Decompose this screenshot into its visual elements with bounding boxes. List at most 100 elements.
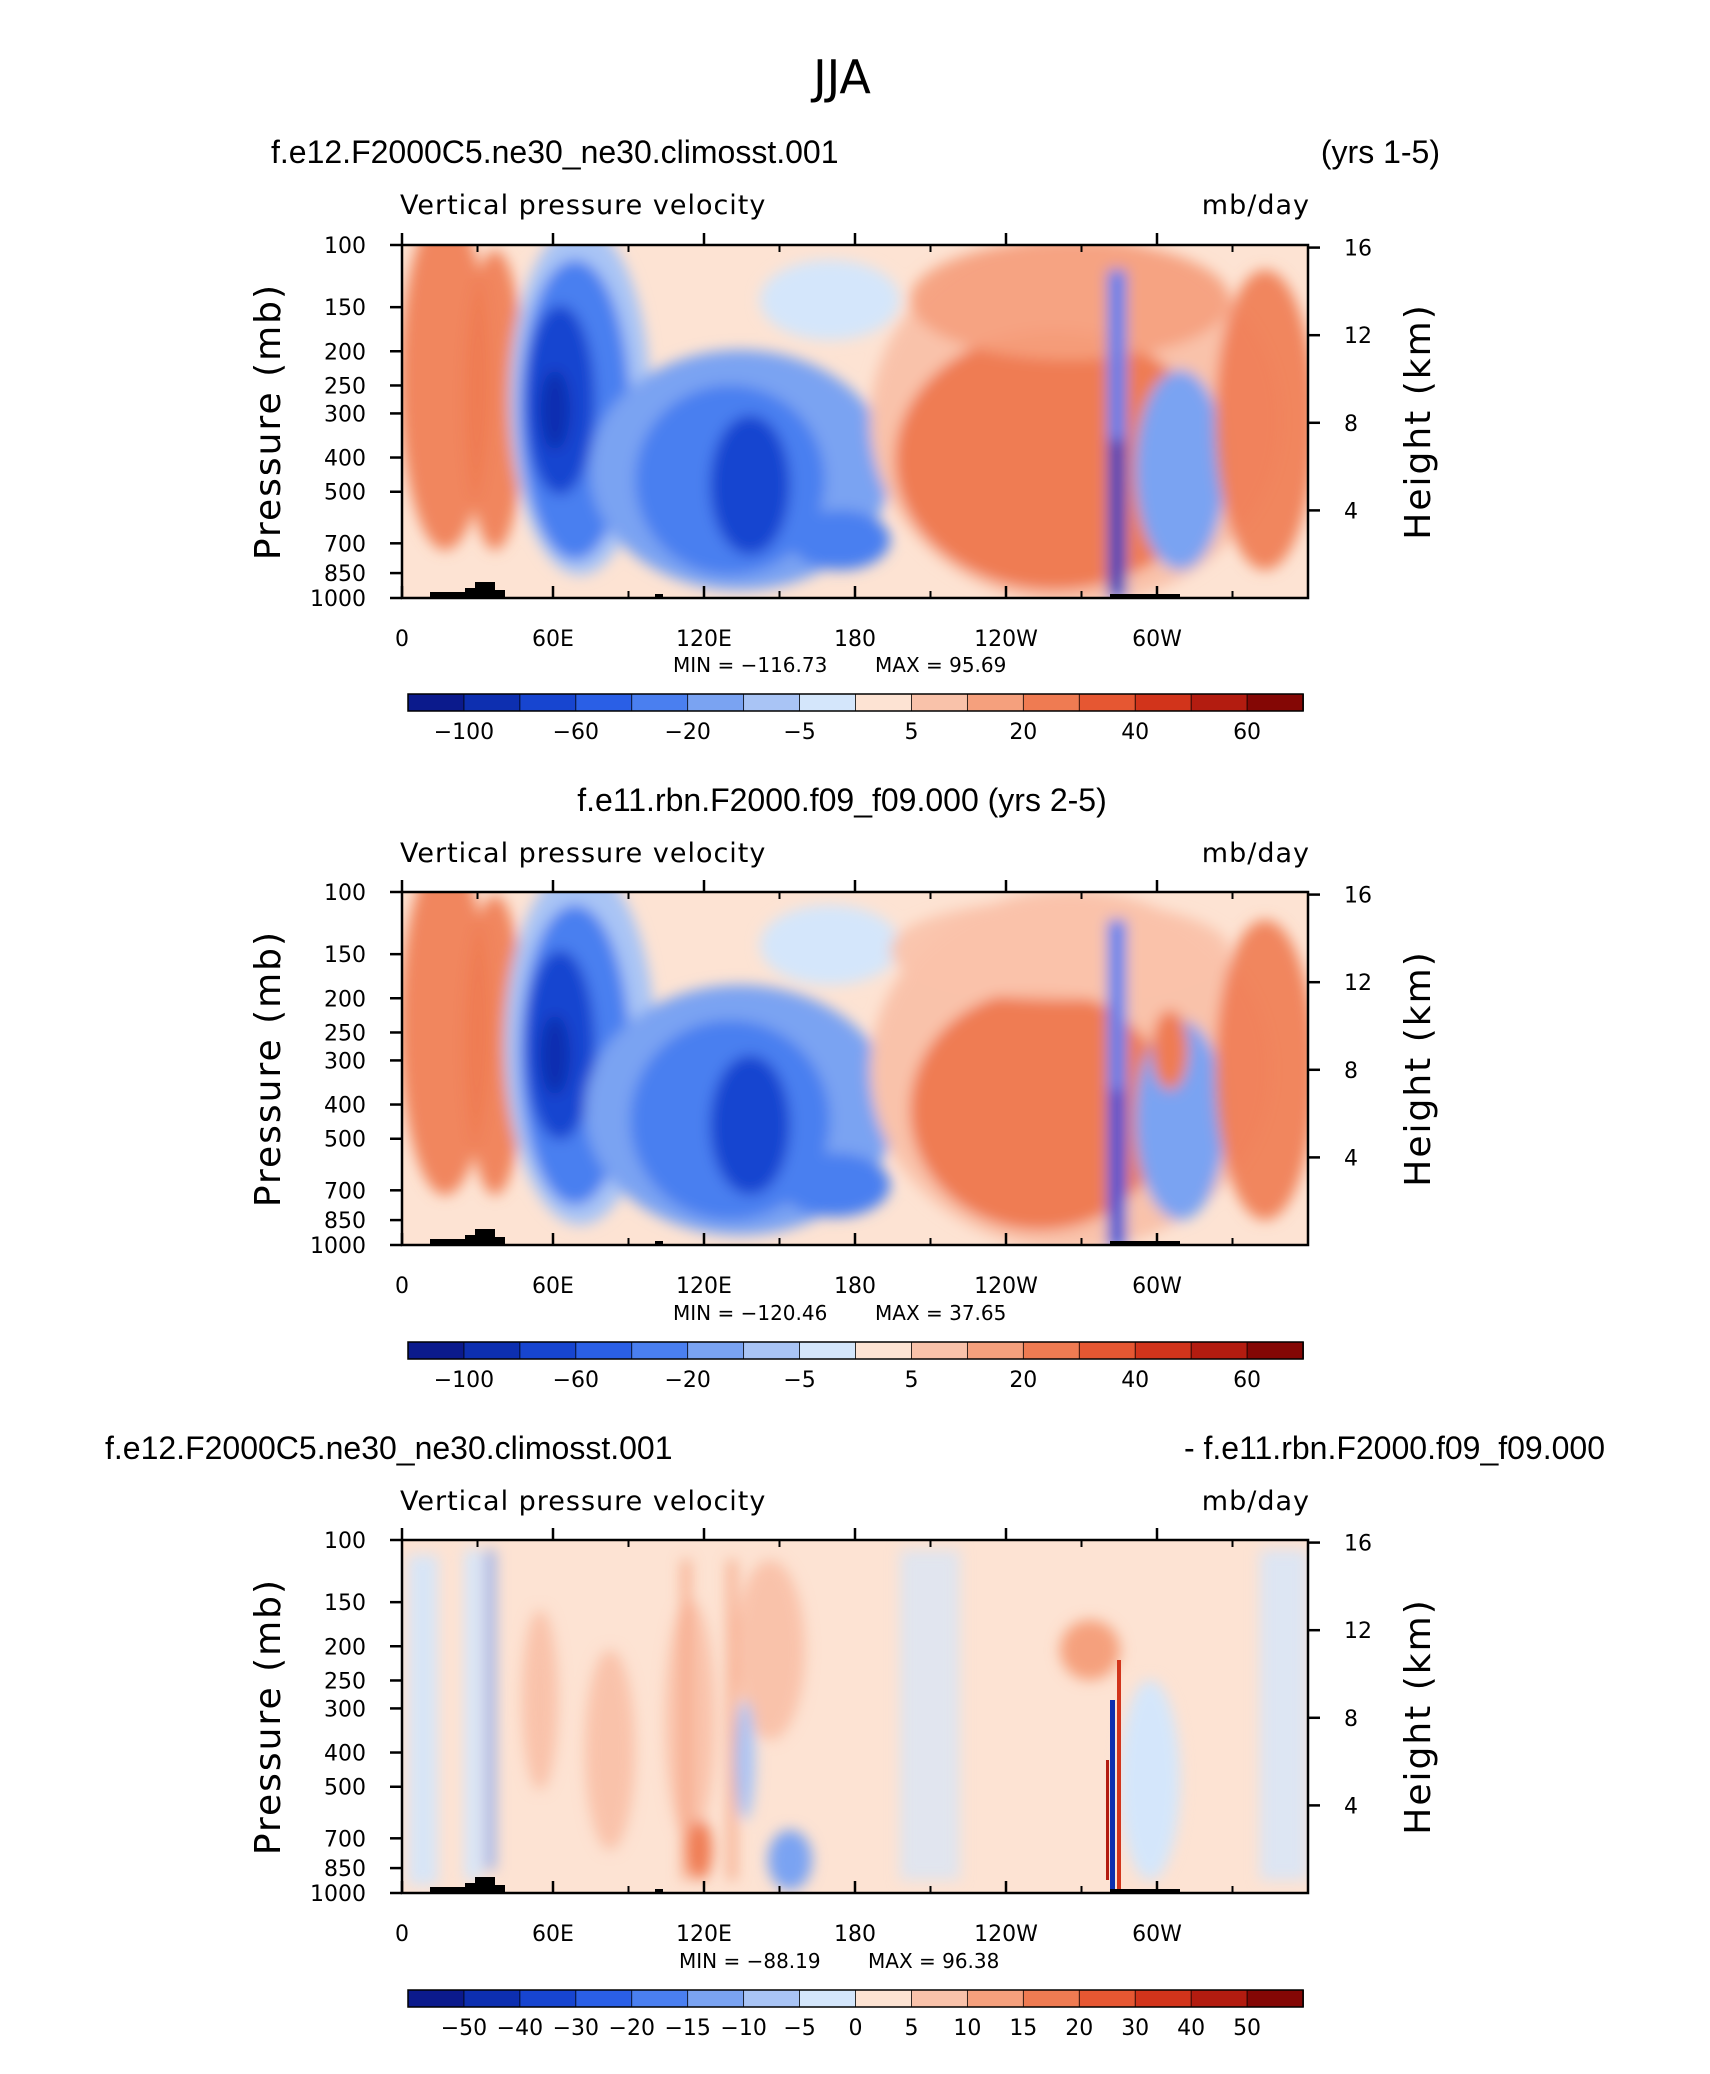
panel-2-colorbar-swatch xyxy=(687,1341,745,1360)
panel-1-y-tick-label: 200 xyxy=(324,340,366,365)
panel-3-y-tick-label: 700 xyxy=(324,1827,366,1852)
panel-1-units-label: mb/day xyxy=(1202,190,1310,221)
panel-1-colorbar-swatch xyxy=(463,693,521,712)
panel-1-colorbar-swatch xyxy=(911,693,969,712)
panel-1-y-tick-label: 150 xyxy=(324,296,366,321)
panel-2-colorbar-label: 40 xyxy=(1121,1368,1149,1393)
panel-3-colorbar-swatch xyxy=(1134,1989,1193,2008)
panel-2-colorbar-swatch xyxy=(1078,1341,1137,1360)
panel-3-colorbar-swatch xyxy=(687,1989,745,2008)
panel-3-y-tick-label: 1000 xyxy=(310,1882,366,1907)
panel-1-colorbar-swatch xyxy=(687,693,745,712)
panel-1-x-tick-label: 180 xyxy=(834,627,876,652)
panel-2-x-tick-label: 60W xyxy=(1132,1274,1182,1299)
panel-3-topography xyxy=(430,1877,1180,1893)
panel-3-x-tick-label: 60E xyxy=(532,1922,574,1947)
panel-1-contour-field xyxy=(402,245,1308,598)
panel-2-colorbar-label: 60 xyxy=(1233,1368,1261,1393)
panel-1-colorbar-swatch xyxy=(631,693,689,712)
panel-3-colorbar-label: −20 xyxy=(609,2016,655,2041)
panel-2-y-tick-label: 700 xyxy=(324,1179,366,1204)
panel-1-min-label: MIN = −116.73 xyxy=(673,653,827,677)
panel-1-right-axis-title: Height (km) xyxy=(1398,303,1439,539)
panel-1-colorbar-label: 40 xyxy=(1121,720,1149,745)
panel-1-y-tick-label: 400 xyxy=(324,447,366,472)
panel-2-contour-field xyxy=(402,892,1308,1245)
panel-3-x-tick-label: 120E xyxy=(676,1922,732,1947)
panel-1-colorbar-swatch xyxy=(966,693,1025,712)
panel-1-colorbar-label: −100 xyxy=(434,720,494,745)
panel-2-colorbar: −100 −60 −20 −5 5 20 40 60 xyxy=(407,1341,1304,1393)
panel-2-colorbar-swatch xyxy=(743,1341,801,1360)
panel-1-colorbar-label: 20 xyxy=(1009,720,1037,745)
panel-3-right-tick-label: 12 xyxy=(1344,1619,1372,1644)
panel-1-x-tick-label: 0 xyxy=(395,627,409,652)
panel-1-colorbar-frame xyxy=(407,693,1304,712)
panel-1-y-tick-label: 1000 xyxy=(310,587,366,612)
panel-1-colorbar-label: 5 xyxy=(904,720,918,745)
panel-3-max-label: MAX = 96.38 xyxy=(868,1949,999,1973)
panel-3-colorbar-label: 5 xyxy=(904,2016,918,2041)
panel-3-colorbar-label: −15 xyxy=(664,2016,710,2041)
panel-1-right-tick-label: 4 xyxy=(1344,499,1358,524)
panel-3-y-tick-label: 250 xyxy=(324,1669,366,1694)
panel-3-y-tick-label: 150 xyxy=(324,1591,366,1616)
panel-2-colorbar-swatches xyxy=(407,1341,1304,1360)
panel-3-colorbar-label: 50 xyxy=(1233,2016,1261,2041)
panel-3-right-tick-label: 8 xyxy=(1344,1707,1358,1732)
panel-3-colorbar-swatch xyxy=(1078,1989,1137,2008)
panel-1-colorbar-swatch xyxy=(1190,693,1248,712)
panel-2-colorbar-swatch xyxy=(407,1341,465,1360)
panel-3-y-tick-label: 850 xyxy=(324,1857,366,1882)
panel-2-colorbar-swatch xyxy=(855,1341,913,1360)
panel-1-y-tick-label: 250 xyxy=(324,374,366,399)
panel-1-colorbar-swatch xyxy=(799,693,857,712)
panel-3-y-tick-label: 400 xyxy=(324,1742,366,1767)
panel-2-y-tick-label: 500 xyxy=(324,1128,366,1153)
panel-3-colorbar-swatch xyxy=(911,1989,969,2008)
panel-3-x-tick-label: 180 xyxy=(834,1922,876,1947)
panel-2-colorbar-label: 5 xyxy=(904,1368,918,1393)
panel-1-colorbar-swatch xyxy=(1134,693,1193,712)
panel-1-max-label: MAX = 95.69 xyxy=(875,653,1006,677)
panel-3-variable-label: Vertical pressure velocity xyxy=(400,1486,766,1517)
panel-2-right-tick-label: 8 xyxy=(1344,1059,1358,1084)
panel-1: f.e12.F2000C5.ne30_ne30.climosst.001 (yr… xyxy=(271,134,1440,745)
panel-2-colorbar-swatch xyxy=(911,1341,969,1360)
panel-2-colorbar-swatch xyxy=(966,1341,1025,1360)
panel-3-colorbar-swatch xyxy=(1246,1989,1304,2008)
panel-2-variable-label: Vertical pressure velocity xyxy=(400,838,766,869)
panel-2-x-tick-label: 180 xyxy=(834,1274,876,1299)
panel-3-colorbar-label: 20 xyxy=(1065,2016,1093,2041)
panel-3-x-tick-label: 0 xyxy=(395,1922,409,1947)
panel-1-colorbar-label: −60 xyxy=(553,720,599,745)
panel-1-right-title: (yrs 1-5) xyxy=(1321,134,1440,170)
panel-3-colorbar-label: −40 xyxy=(497,2016,543,2041)
panel-2-colorbar-swatch xyxy=(463,1341,521,1360)
panel-1-x-tick-label: 120W xyxy=(974,627,1038,652)
panel-3-colorbar-label: −50 xyxy=(441,2016,487,2041)
axes-layer: 0 60E 120E 180 120W 60W1001502002503004005007… xyxy=(248,233,1439,1947)
panel-1-colorbar-label: −20 xyxy=(664,720,710,745)
panel-3-y-tick-label: 100 xyxy=(324,1529,366,1554)
panel-3-colorbar-swatch xyxy=(1022,1989,1081,2008)
panel-3-colorbar-swatch xyxy=(519,1989,577,2008)
panel-2-x-tick-label: 0 xyxy=(395,1274,409,1299)
panel-3-colorbar-swatch xyxy=(966,1989,1025,2008)
panel-2-colorbar-swatch xyxy=(519,1341,577,1360)
panel-1-topography xyxy=(430,582,1180,598)
panel-2-colorbar-labels: −100 −60 −20 −5 5 20 40 60 xyxy=(434,1368,1261,1393)
panel-2-right-tick-label: 16 xyxy=(1344,884,1372,909)
panel-1-x-tick-label: 120E xyxy=(676,627,732,652)
panel-1-y-tick-label: 700 xyxy=(324,532,366,557)
panel-2-colorbar-label: −100 xyxy=(434,1368,494,1393)
panel-3-min-label: MIN = −88.19 xyxy=(679,1949,821,1973)
panel-1-colorbar-swatch xyxy=(575,693,633,712)
panel-3-colorbar-label: 10 xyxy=(953,2016,981,2041)
panel-3-right-axis-title: Height (km) xyxy=(1398,1598,1439,1834)
panel-3-x-tick-label: 120W xyxy=(974,1922,1038,1947)
panel-1-y-tick-label: 500 xyxy=(324,481,366,506)
panel-2-colorbar-swatch xyxy=(1246,1341,1304,1360)
panel-2-topography xyxy=(430,1229,1180,1245)
panel-2-colorbar-frame xyxy=(407,1341,1304,1360)
